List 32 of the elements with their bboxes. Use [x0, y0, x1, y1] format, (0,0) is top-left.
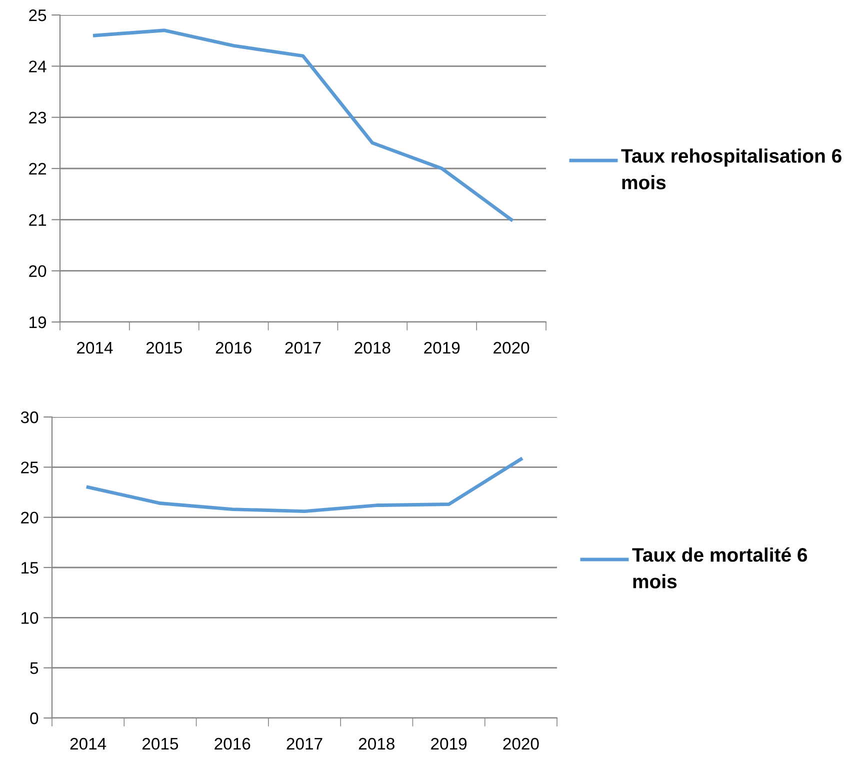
y-tick-label: 21 — [29, 214, 46, 226]
x-tick-label: 2020 — [494, 342, 530, 354]
x-tick-label: 2017 — [285, 342, 321, 354]
y-tick-label: 15 — [22, 562, 38, 574]
x-tick-label: 2020 — [503, 738, 539, 750]
x-tick-label: 2019 — [424, 342, 460, 354]
y-tick-label: 10 — [22, 612, 38, 624]
y-tick-label: 22 — [29, 162, 46, 175]
y-tick-label: 23 — [29, 112, 46, 124]
x-tick-label: 2014 — [77, 342, 113, 354]
x-tick-label: 2017 — [286, 738, 322, 750]
y-tick-label: 25 — [29, 9, 46, 22]
y-tick-label: 5 — [30, 662, 38, 674]
x-tick-label: 2015 — [142, 738, 178, 750]
x-tick-label: 2018 — [358, 738, 394, 750]
x-tick-label: 2016 — [216, 342, 252, 354]
x-tick-label: 2019 — [431, 738, 467, 750]
x-tick-label: 2016 — [214, 738, 250, 750]
y-tick-label: 0 — [30, 712, 38, 724]
y-tick-label: 25 — [21, 462, 38, 474]
x-tick-label: 2018 — [354, 342, 390, 354]
y-tick-label: 24 — [29, 60, 46, 72]
legend-label: Taux de mortalité 6 mois — [632, 547, 808, 588]
line-series — [86, 457, 523, 514]
y-tick-label: 20 — [21, 512, 38, 524]
line-series — [92, 28, 514, 222]
legend-label: Taux rehospitalisation 6 mois — [621, 148, 842, 190]
x-tick-label: 2014 — [70, 738, 106, 750]
x-tick-label: 2015 — [146, 342, 182, 354]
y-tick-label: 19 — [30, 316, 46, 328]
y-tick-label: 20 — [29, 265, 46, 278]
y-tick-label: 30 — [20, 411, 38, 424]
